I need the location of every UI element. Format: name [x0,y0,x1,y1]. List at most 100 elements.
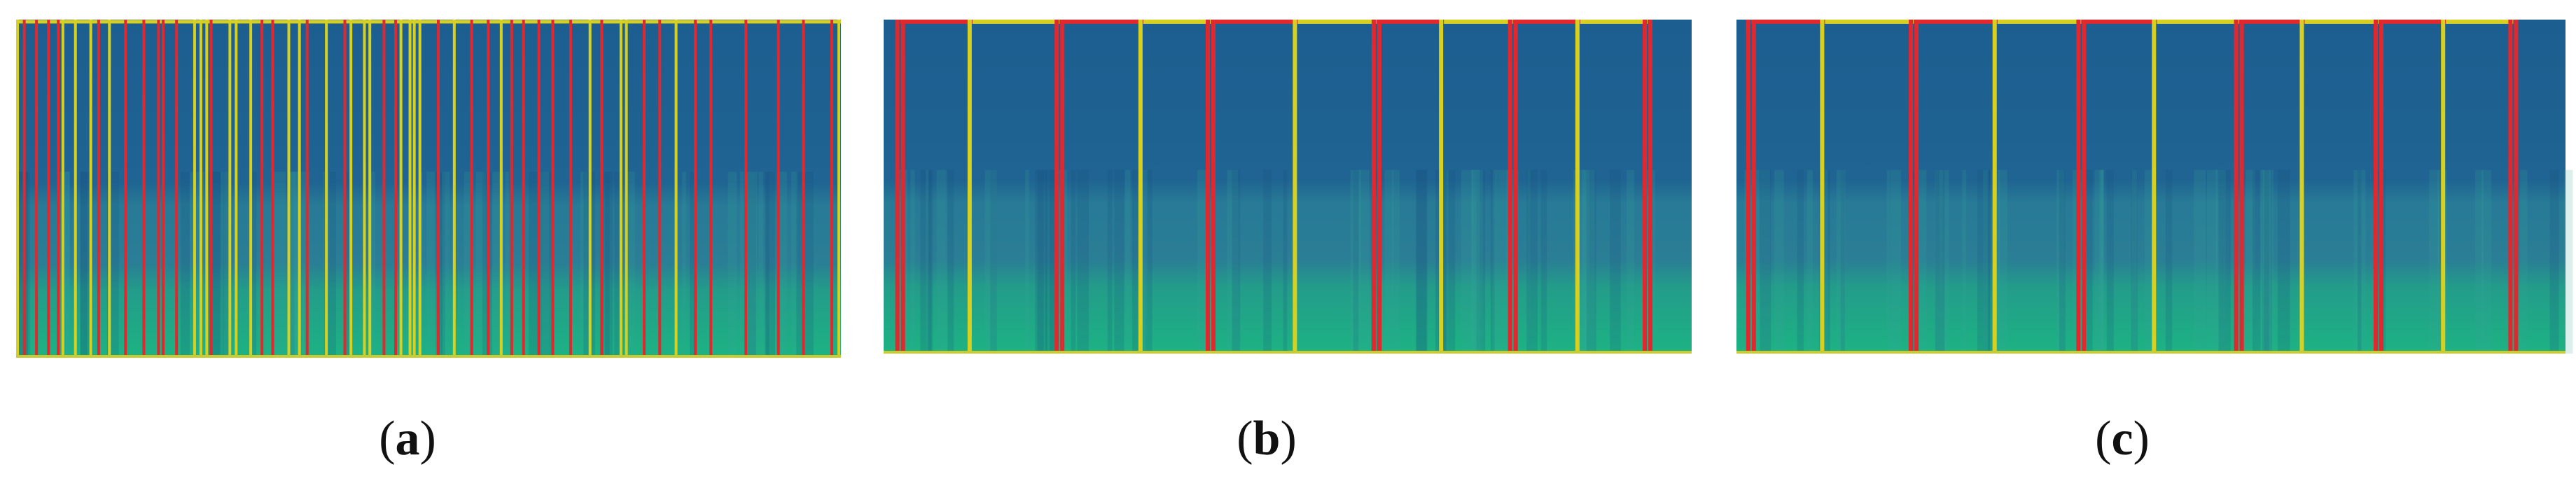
texture [765,172,770,358]
texture [426,172,435,358]
texture [1584,169,1595,354]
texture [2358,169,2362,354]
panel: (b) [884,20,1692,466]
texture [1998,169,2007,354]
texture [1443,169,1456,354]
texture [287,172,298,358]
texture [1471,169,1483,354]
texture [1144,169,1153,354]
texture [25,172,30,358]
panel-label: (c) [2095,412,2150,466]
texture [2218,169,2231,354]
texture [2056,169,2065,354]
texture [2277,169,2290,354]
texture [1526,169,1538,354]
texture [796,172,804,358]
texture [1232,169,1241,354]
texture [1540,169,1547,354]
texture [2263,169,2272,354]
texture [926,169,929,354]
texture [2260,169,2264,354]
texture [2252,169,2257,354]
texture [690,172,695,358]
texture [1461,169,1474,354]
texture [1498,169,1511,354]
texture [2215,169,2226,354]
texture [990,169,997,354]
panel-label: (a) [379,412,436,466]
texture [64,172,70,358]
texture [605,172,613,358]
texture [1917,169,1927,354]
texture [2549,169,2559,354]
texture [929,169,933,354]
texture [2194,169,2206,354]
texture [910,169,915,354]
texture [1939,169,1949,354]
texture [1627,169,1635,354]
texture [2131,169,2138,354]
texture [505,172,510,358]
texture [2262,169,2271,354]
texture [947,169,954,354]
texture [920,169,929,354]
spectrogram [16,20,841,358]
texture [475,172,486,358]
texture [1077,169,1089,354]
texture [2131,169,2138,354]
texture [2165,169,2173,354]
texture [2207,169,2218,354]
texture [1983,169,1989,354]
texture [290,172,295,358]
texture [181,172,190,358]
texture [1962,169,1967,354]
texture [2353,169,2366,354]
texture [1582,169,1587,354]
texture [758,172,763,358]
texture [1760,169,1770,354]
panel: (c) [1736,20,2573,466]
texture [2563,169,2573,354]
texture [1527,169,1531,354]
texture [440,172,445,358]
texture [1037,169,1047,354]
texture [2257,169,2261,354]
texture [212,172,224,358]
texture [1283,169,1288,354]
texture [1977,169,1990,354]
texture [2474,169,2484,354]
texture [1392,169,1400,354]
texture [1988,169,1992,354]
texture [1836,169,1846,354]
texture [1806,169,1813,354]
texture [727,172,737,358]
texture [777,172,788,358]
texture [1107,169,1113,354]
texture [2106,169,2114,354]
texture [1586,169,1589,354]
texture [1353,169,1359,354]
texture [344,172,350,358]
texture [1358,169,1370,354]
texture [2262,169,2269,354]
texture [1125,169,1131,354]
texture [1141,169,1148,354]
texture [290,172,299,358]
texture [2262,169,2274,354]
texture [2098,169,2104,354]
texture [1350,169,1361,354]
texture [250,172,257,358]
texture [1035,169,1044,354]
texture [1797,169,1804,354]
panel-label: (b) [1237,412,1297,466]
texture [1045,169,1054,354]
spectrogram [884,20,1692,354]
texture [2059,169,2066,354]
texture [1227,169,1239,354]
texture [1774,169,1784,354]
texture [529,172,539,358]
texture [1442,169,1449,354]
texture [2481,169,2491,354]
texture [1197,169,1206,354]
texture [273,172,286,358]
